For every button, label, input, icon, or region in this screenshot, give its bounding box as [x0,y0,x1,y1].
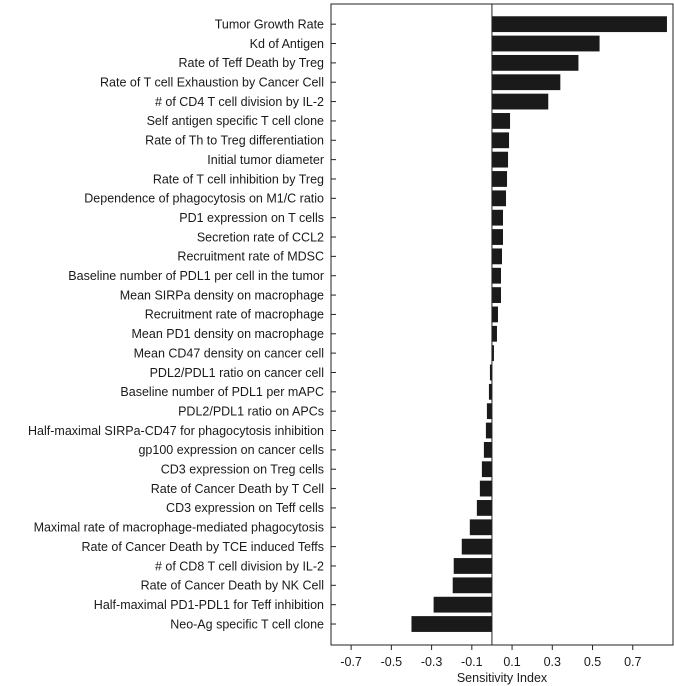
category-label: Baseline number of PDL1 per cell in the … [68,269,324,283]
category-labels: Tumor Growth Rate Kd of Antigen Rate of Te… [28,17,336,631]
bar [491,132,510,149]
bar [491,190,507,207]
category-label: Baseline number of PDL1 per mAPC [120,385,324,399]
category-label: Rate of Teff Death by Treg [179,56,325,70]
bar [491,35,600,52]
bar [491,267,501,284]
bar [433,596,492,613]
category-label: Recruitment rate of macrophage [145,308,324,322]
bar [491,287,501,303]
category-label: Initial tumor diameter [207,153,324,167]
category-label: Neo-Ag specific T cell clone [170,617,324,631]
bar [488,383,492,400]
bar [491,325,497,342]
bar [491,113,511,129]
category-label: gp100 expression on cancer cells [138,443,324,457]
x-tick-label: 0.1 [503,655,520,669]
category-label: PD1 expression on T cells [179,211,324,225]
x-tick-label: -0.5 [381,655,403,669]
category-label: PDL2/PDL1 ratio on cancer cell [150,366,324,380]
bar [491,74,561,91]
bar [461,538,492,555]
bar [469,519,492,536]
bars-group [411,16,667,632]
category-label: Self antigen specific T cell clone [147,114,324,128]
bar [491,248,502,265]
x-axis: -0.7 -0.5 -0.3 -0.1 0.1 0.3 0.5 0.7 [340,645,641,669]
plot-frame [330,3,674,646]
x-tick-label: -0.1 [461,655,483,669]
category-label: Maximal rate of macrophage-mediated phag… [34,521,324,535]
x-axis-title: Sensitivity Index [457,671,548,685]
bar [491,345,494,362]
bar [485,422,492,439]
category-label: Kd of Antigen [250,37,324,51]
bar [476,500,492,516]
category-label: Rate of Cancer Death by T Cell [151,482,324,496]
bar [489,364,492,381]
bar [491,54,579,71]
bar [491,151,509,168]
bar [486,403,492,420]
category-label: Mean CD47 density on cancer cell [134,346,324,360]
bar [491,16,667,33]
bar [491,306,498,323]
category-label: CD3 expression on Teff cells [166,501,324,515]
category-label: PDL2/PDL1 ratio on APCs [178,404,324,418]
bar [491,209,504,226]
bar [452,577,492,594]
category-label: Half-maximal SIRPa-CD47 for phagocytosis… [28,424,324,438]
category-label: Rate of Cancer Death by TCE induced Teff… [82,540,325,554]
bar [453,558,492,574]
category-label: Rate of T cell Exhaustion by Cancer Cell [100,76,324,90]
x-tick-label: 0.7 [624,655,641,669]
category-label: Rate of T cell inhibition by Treg [153,172,324,186]
category-label: Half-maximal PD1-PDL1 for Teff inhibitio… [94,598,324,612]
x-tick-label: -0.7 [340,655,362,669]
x-tick-label: 0.3 [544,655,561,669]
bar [491,171,508,187]
category-label: # of CD4 T cell division by IL-2 [155,95,324,109]
bar [491,229,504,245]
x-tick-label: 0.5 [584,655,601,669]
category-label: Tumor Growth Rate [215,17,324,31]
category-label: Recruitment rate of MDSC [177,250,324,264]
category-label: Dependence of phagocytosis on M1/C ratio [84,192,324,206]
category-label: Mean SIRPa density on macrophage [120,288,324,302]
category-label: Rate of Th to Treg differentiation [145,134,324,148]
bar [481,461,492,478]
bar [491,93,549,110]
plot-border [330,3,674,646]
category-label: CD3 expression on Treg cells [161,463,324,477]
bar [411,616,492,632]
bar [479,480,492,497]
category-label: Secretion rate of CCL2 [197,230,324,244]
x-tick-label: -0.3 [421,655,443,669]
bar [483,441,492,458]
category-label: Mean PD1 density on macrophage [132,327,325,341]
category-label: Rate of Cancer Death by NK Cell [141,579,324,593]
category-label: # of CD8 T cell division by IL-2 [155,559,324,573]
